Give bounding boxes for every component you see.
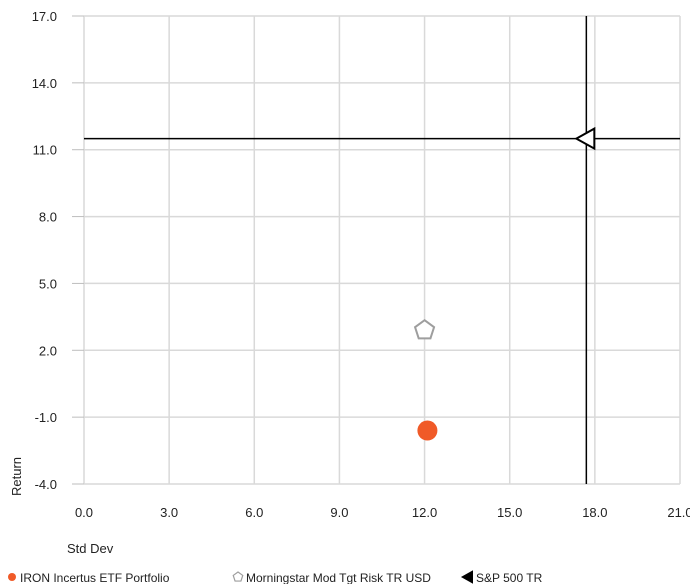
legend-label: Morningstar Mod Tgt Risk TR USD [246,571,431,584]
legend: IRON Incertus ETF Portfolio Morningstar M… [8,570,543,584]
y-tick-label: 17.0 [32,9,57,24]
x-tick-label: 15.0 [497,505,522,520]
x-tick-label: 0.0 [75,505,93,520]
legend-item: IRON Incertus ETF Portfolio [8,571,170,584]
grid [83,15,681,485]
data-point-triangle-left [574,126,596,151]
legend-label: IRON Incertus ETF Portfolio [20,571,170,584]
y-tick-label: -4.0 [35,477,57,492]
legend-marker-circle [8,573,16,581]
y-tick-label: 2.0 [39,343,57,358]
y-axis-ticks: -4.0 -1.0 2.0 5.0 8.0 11.0 14.0 17.0 [32,9,57,492]
legend-label: S&P 500 TR [476,571,543,584]
data-point-circle [417,420,438,441]
y-axis-title: Return [9,457,24,496]
x-tick-label: 3.0 [160,505,178,520]
y-tick-label: 5.0 [39,276,57,291]
x-tick-label: 21.0 [667,505,690,520]
x-axis-title: Std Dev [67,541,114,556]
y-tick-label: -1.0 [35,410,57,425]
legend-marker-pentagon [232,571,244,582]
y-tick-label: 8.0 [39,210,57,225]
legend-item: Morningstar Mod Tgt Risk TR USD [232,571,431,584]
reference-lines [84,16,680,484]
x-tick-label: 18.0 [582,505,607,520]
y-tick-label: 11.0 [33,143,57,158]
data-point-pentagon [413,318,436,340]
x-tick-label: 12.0 [412,505,437,520]
x-axis-ticks: 0.0 3.0 6.0 9.0 12.0 15.0 18.0 21.0 [75,505,690,520]
legend-item: S&P 500 TR [460,570,543,584]
legend-marker-triangle-left [460,570,473,584]
x-tick-label: 9.0 [330,505,348,520]
y-tick-label: 14.0 [32,76,57,91]
data-points [413,126,596,441]
axes [72,15,84,485]
x-tick-label: 6.0 [245,505,263,520]
